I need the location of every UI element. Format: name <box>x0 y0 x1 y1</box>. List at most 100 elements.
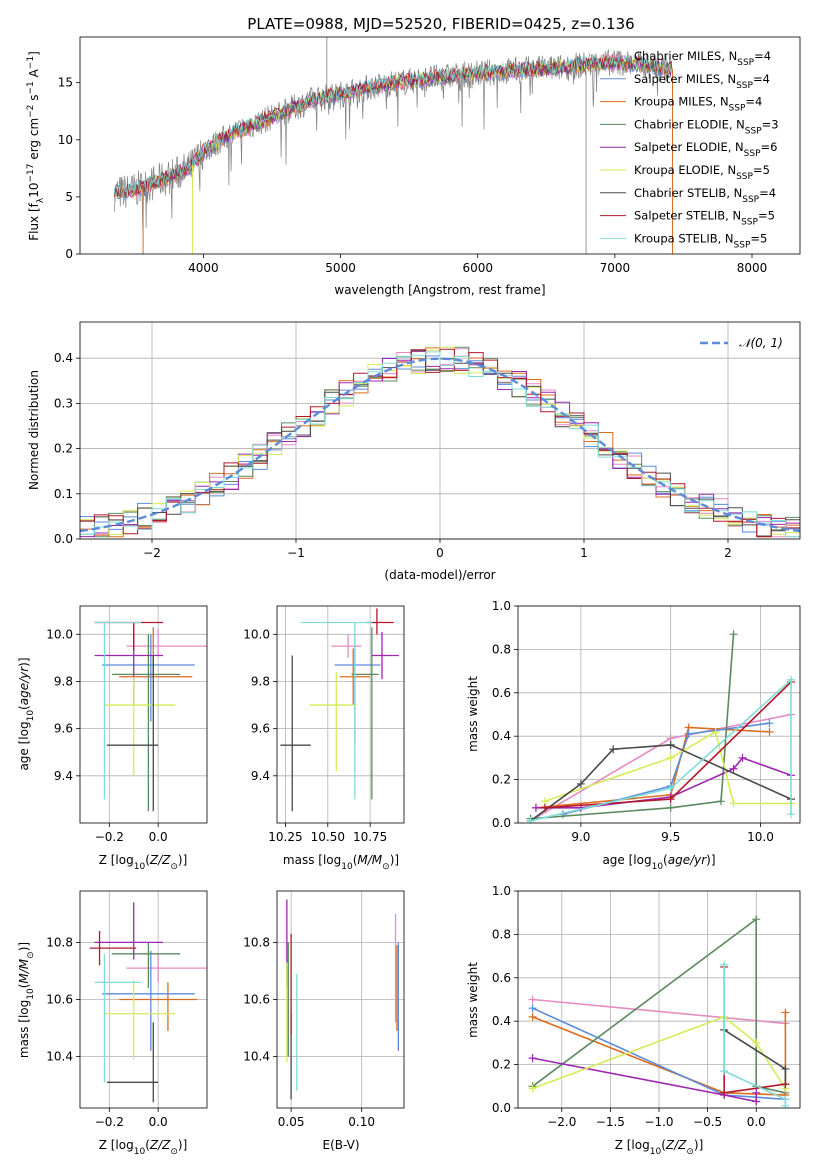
series-marker <box>729 764 738 773</box>
y-tick-label: 9.4 <box>54 769 73 783</box>
x-axis-label: Z [log10(Z/Z⊙)] <box>99 1138 188 1157</box>
axes-frame <box>517 890 801 1109</box>
legend-entry: Chabrier ELODIE, NSSP=3 <box>634 117 779 136</box>
x-tick-label: −1 <box>287 546 305 560</box>
series-marker <box>720 1067 729 1076</box>
legend-entry: Kroupa MILES, NSSP=4 <box>634 95 762 114</box>
age-vs-Z-panel: −0.2 0.0 9.4 9.6 9.8 10.0 Z [log10(Z/Z⊙)] age [… <box>17 605 208 872</box>
series-marker <box>752 1097 761 1106</box>
errorbar-point <box>111 942 181 989</box>
errorbar-point <box>111 634 181 812</box>
y-tick-label: 0 <box>65 247 73 261</box>
errorbar-point <box>126 629 207 656</box>
series-marker <box>526 816 535 823</box>
series-marker <box>684 730 693 739</box>
y-tick-label: 0.8 <box>492 642 511 656</box>
x-tick-label: 7000 <box>600 261 631 275</box>
x-axis-label: wavelength [Angstrom, rest frame] <box>334 283 545 297</box>
mass-vs-Z-panel: −0.2 0.0 10.4 10.6 10.8 Z [log10(Z/Z⊙)] mass [… <box>17 890 208 1157</box>
y-axis-label: mass weight <box>466 676 480 752</box>
x-tick-label: −1.0 <box>644 1115 673 1129</box>
axes-frame <box>79 321 801 540</box>
y-tick-label: 0.1 <box>54 487 73 501</box>
errorbar-point <box>106 1022 159 1103</box>
series-marker <box>666 795 675 804</box>
y-tick-label: 0.4 <box>492 1014 511 1028</box>
series-line <box>544 730 791 805</box>
series-marker <box>576 779 585 788</box>
x-tick-label: 1 <box>580 546 588 560</box>
y-tick-label: 10.8 <box>46 935 73 949</box>
x-tick-label: −1.5 <box>596 1115 625 1129</box>
x-tick-label: 10.50 <box>311 830 345 844</box>
x-tick-label: 2 <box>724 546 732 560</box>
axes-frame <box>79 890 208 1109</box>
legend-entry: Salpeter ELODIE, NSSP=6 <box>634 140 777 159</box>
series-marker <box>720 960 729 969</box>
axes-frame <box>79 36 801 255</box>
legend-entry: Kroupa ELODIE, NSSP=5 <box>634 163 770 182</box>
y-tick-label: 10.0 <box>46 627 73 641</box>
y-tick-label: 10.0 <box>243 627 270 641</box>
series-marker <box>528 1004 537 1013</box>
histogram-step <box>80 351 800 538</box>
series-line <box>532 1057 757 1103</box>
spectrum-model-line <box>113 53 672 198</box>
series-marker <box>528 1084 537 1093</box>
plot-area <box>280 608 399 812</box>
series-marker <box>531 803 540 812</box>
axes-frame <box>276 605 405 824</box>
legend-entry: Chabrier STELIB, NSSP=4 <box>634 186 776 205</box>
y-tick-label: 1.0 <box>492 599 511 613</box>
y-tick-label: 9.4 <box>251 769 270 783</box>
x-tick-label: −0.5 <box>693 1115 722 1129</box>
y-tick-label: 10.8 <box>243 935 270 949</box>
x-tick-label: −2 <box>143 546 161 560</box>
errorbar-point <box>309 672 357 772</box>
errorbar-point <box>126 953 207 983</box>
x-tick-label: 0.05 <box>278 1115 305 1129</box>
series-marker <box>765 719 774 728</box>
y-axis-label: age [log10(age/yr)] <box>17 657 36 770</box>
series-marker <box>781 1080 790 1089</box>
x-tick-label: 8000 <box>737 261 768 275</box>
series-marker <box>781 1064 790 1073</box>
y-tick-label: 0.3 <box>54 396 73 410</box>
series-marker <box>666 753 675 762</box>
series-marker <box>729 630 738 639</box>
y-tick-label: 0.2 <box>492 1058 511 1072</box>
errorbar-point <box>94 621 142 800</box>
series-line <box>530 744 792 822</box>
y-tick-label: 1.0 <box>492 884 511 898</box>
series-marker <box>787 810 796 819</box>
y-tick-label: 10.4 <box>243 1050 270 1064</box>
plot-area <box>528 915 790 1108</box>
y-tick-label: 0.0 <box>54 532 73 546</box>
series-marker <box>528 1054 537 1063</box>
errorbar-point <box>300 621 372 800</box>
weight-vs-Z-panel: −2.0 −1.5 −1.0 −0.5 0.0 0.0 0.2 0.4 0.6 0.8 1.0 Z [… <box>466 884 801 1157</box>
axes-frame <box>276 890 405 1109</box>
y-tick-label: 0.6 <box>492 686 511 700</box>
x-tick-label: 0.0 <box>747 1115 766 1129</box>
x-axis-label: mass [log10(M/M⊙)] <box>283 853 399 872</box>
legend-entry: Salpeter MILES, NSSP=4 <box>634 72 770 91</box>
errorbar-point <box>104 676 176 776</box>
series-marker <box>609 745 618 754</box>
y-tick-label: 9.8 <box>251 674 270 688</box>
axes-frame <box>79 605 208 824</box>
x-tick-label: −2.0 <box>547 1115 576 1129</box>
x-tick-label: 10.25 <box>268 830 302 844</box>
x-axis-label: age [log10(age/yr)] <box>602 853 715 872</box>
y-tick-label: 0.4 <box>492 729 511 743</box>
x-tick-label: 6000 <box>462 261 493 275</box>
series-line <box>532 998 786 1025</box>
series-marker <box>752 1088 761 1097</box>
residual-panel: −2 −1 0 1 2 0.0 0.1 0.2 0.3 0.4 𝒩(0, 1) (data-model… <box>27 321 801 582</box>
errorbar-point <box>331 634 362 658</box>
series-marker <box>666 803 675 812</box>
errorbar-point <box>119 982 198 1031</box>
x-axis-label: (data-model)/error <box>384 568 495 582</box>
series-line <box>532 1012 787 1096</box>
